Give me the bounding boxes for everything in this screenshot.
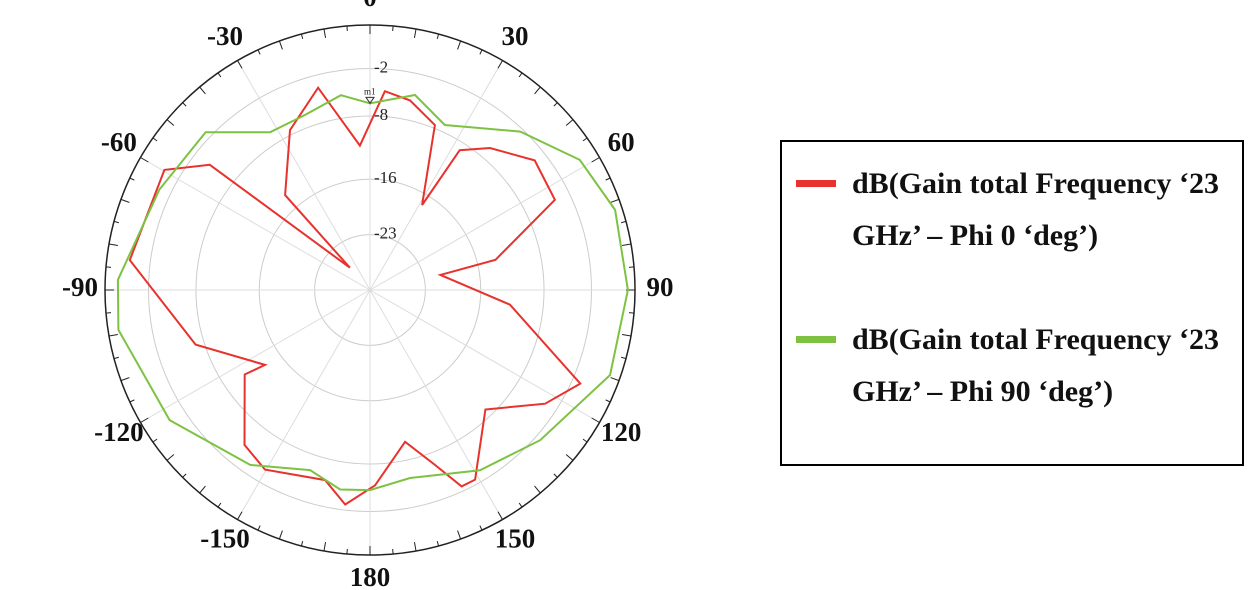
ring-tick xyxy=(237,511,243,520)
ring-tick xyxy=(217,72,222,78)
ring-tick xyxy=(591,417,600,423)
grid-spoke xyxy=(140,157,371,291)
grid-spoke xyxy=(369,60,503,291)
ring-tick xyxy=(199,86,206,95)
series-line xyxy=(116,93,629,492)
ring-tick xyxy=(553,102,558,107)
ring-tick xyxy=(610,377,620,382)
ring-tick xyxy=(323,28,327,38)
angle-label: 90 xyxy=(647,272,674,302)
grid-spoke xyxy=(369,289,503,520)
legend-swatch xyxy=(796,180,836,187)
ring-tick xyxy=(140,417,149,423)
radial-label: -2 xyxy=(374,57,388,76)
ring-tick xyxy=(621,220,627,224)
ring-tick xyxy=(582,438,588,443)
legend: dB(Gain total Frequency ‘23 GHz’ – Phi 0… xyxy=(780,140,1244,466)
ring-tick xyxy=(413,28,417,38)
angle-label: -120 xyxy=(94,417,144,447)
radial-label: -8 xyxy=(374,105,388,124)
ring-tick xyxy=(182,102,187,107)
ring-tick xyxy=(113,220,119,224)
ring-tick xyxy=(140,157,149,163)
ring-tick xyxy=(621,356,627,360)
ring-tick xyxy=(166,454,175,461)
angle-label: -30 xyxy=(207,21,243,51)
ring-tick xyxy=(120,198,130,203)
angle-label: 60 xyxy=(608,127,635,157)
ring-tick xyxy=(605,399,611,403)
ring-tick xyxy=(436,33,440,39)
ring-tick xyxy=(323,542,327,552)
ring-tick xyxy=(113,356,119,360)
ring-tick xyxy=(300,541,304,547)
ring-tick xyxy=(534,485,541,494)
grid-spoke xyxy=(237,289,371,520)
ring-tick xyxy=(129,177,135,181)
ring-tick xyxy=(553,473,558,478)
marker xyxy=(365,96,375,105)
ring-tick xyxy=(622,333,632,337)
ring-tick xyxy=(622,243,632,247)
grid-spoke xyxy=(140,289,371,423)
ring-tick xyxy=(413,542,417,552)
ring-tick xyxy=(518,502,523,508)
ring-tick xyxy=(217,502,222,508)
ring-tick xyxy=(108,243,118,247)
angle-label: 180 xyxy=(350,562,391,590)
ring-tick xyxy=(610,198,620,203)
grid-spoke xyxy=(369,289,600,423)
ring-tick xyxy=(457,530,462,540)
ring-tick xyxy=(605,177,611,181)
legend-label: dB(Gain total Frequency ‘23 GHz’ – Phi 0… xyxy=(852,167,1219,252)
ring-tick xyxy=(108,333,118,337)
ring-tick xyxy=(166,119,175,126)
angle-label: 30 xyxy=(502,21,529,51)
angle-label: 120 xyxy=(601,417,642,447)
ring-tick xyxy=(518,72,523,78)
legend-swatch xyxy=(796,336,836,343)
ring-tick xyxy=(182,473,187,478)
grid-spoke xyxy=(369,157,600,291)
ring-tick xyxy=(300,33,304,39)
ring-tick xyxy=(497,60,503,69)
grid-spoke xyxy=(237,60,371,291)
legend-label: dB(Gain total Frequency ‘23 GHz’ – Phi 9… xyxy=(852,323,1219,408)
radial-label: -16 xyxy=(374,168,397,187)
ring-tick xyxy=(257,49,261,55)
chart: 0 30 60 90 120 150 180 -150 -120 -90 -60 -30 -2 -8 -16… xyxy=(62,0,674,590)
ring-tick xyxy=(565,454,574,461)
ring-tick xyxy=(257,525,261,531)
ring-tick xyxy=(479,525,483,531)
angle-label: 150 xyxy=(495,523,536,553)
ring-tick xyxy=(479,49,483,55)
angle-label: -60 xyxy=(101,127,137,157)
ring-tick xyxy=(199,485,206,494)
angle-label: -150 xyxy=(200,523,250,553)
ring-tick xyxy=(237,60,243,69)
ring-tick xyxy=(436,541,440,547)
angle-label: 0 xyxy=(363,0,377,12)
ring-tick xyxy=(278,40,283,50)
ring-tick xyxy=(120,377,130,382)
ring-tick xyxy=(565,119,574,126)
radial-label: -23 xyxy=(374,224,397,243)
ring-tick xyxy=(591,157,600,163)
ring-tick xyxy=(129,399,135,403)
ring-tick xyxy=(278,530,283,540)
ring-tick xyxy=(152,137,158,142)
series-line xyxy=(128,85,582,506)
marker-label: m1 xyxy=(364,86,376,96)
ring-tick xyxy=(534,86,541,95)
ring-tick xyxy=(497,511,503,520)
angle-label: -90 xyxy=(62,272,98,302)
ring-tick xyxy=(582,137,588,142)
ring-tick xyxy=(152,438,158,443)
ring-tick xyxy=(457,40,462,50)
